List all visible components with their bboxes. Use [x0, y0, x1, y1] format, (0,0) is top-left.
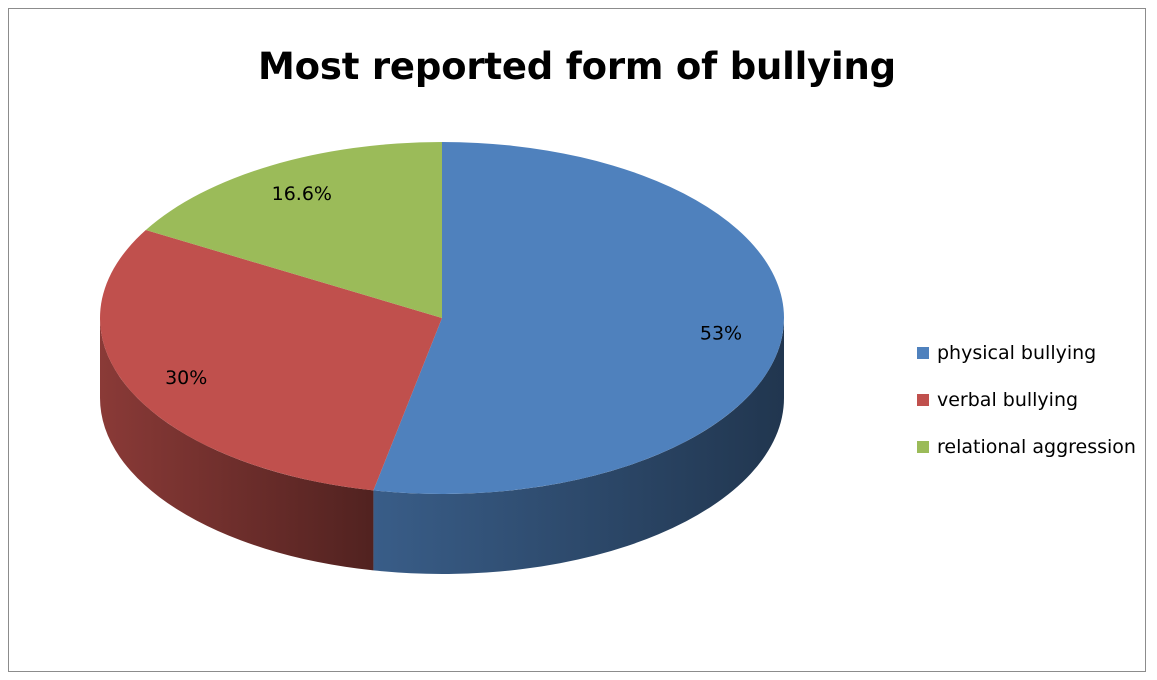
pie-side-verbal-bullying: [100, 318, 374, 571]
legend-swatch: [917, 440, 929, 453]
data-label-physical-bullying: 53%: [700, 323, 742, 345]
legend-label: verbal bullying: [937, 388, 1079, 411]
pie-slice-relational-aggression: [145, 142, 442, 318]
pie-slice-physical-bullying: [373, 142, 784, 494]
legend-label: physical bullying: [937, 341, 1097, 364]
legend-label: relational aggression: [937, 435, 1136, 458]
legend-swatch: [917, 393, 929, 406]
legend-item-physical-bullying: physical bullying: [917, 329, 1136, 376]
legend-item-relational-aggression: relational aggression: [917, 423, 1136, 470]
pie-chart: 53% 30% 16.6%: [99, 142, 784, 574]
chart-legend: physical bullying verbal bullying relation…: [917, 329, 1136, 470]
legend-item-verbal-bullying: verbal bullying: [917, 376, 1136, 423]
pie-side-physical-bullying: [373, 318, 784, 574]
pie-slice-verbal-bullying: [99, 230, 443, 491]
data-label-relational-aggression: 16.6%: [272, 183, 332, 205]
chart-title: Most reported form of bullying: [258, 45, 896, 88]
legend-swatch: [917, 346, 929, 359]
chart-frame: Most reported form of bullying 53% 30% 16.…: [8, 8, 1146, 672]
data-label-verbal-bullying: 30%: [165, 367, 207, 389]
